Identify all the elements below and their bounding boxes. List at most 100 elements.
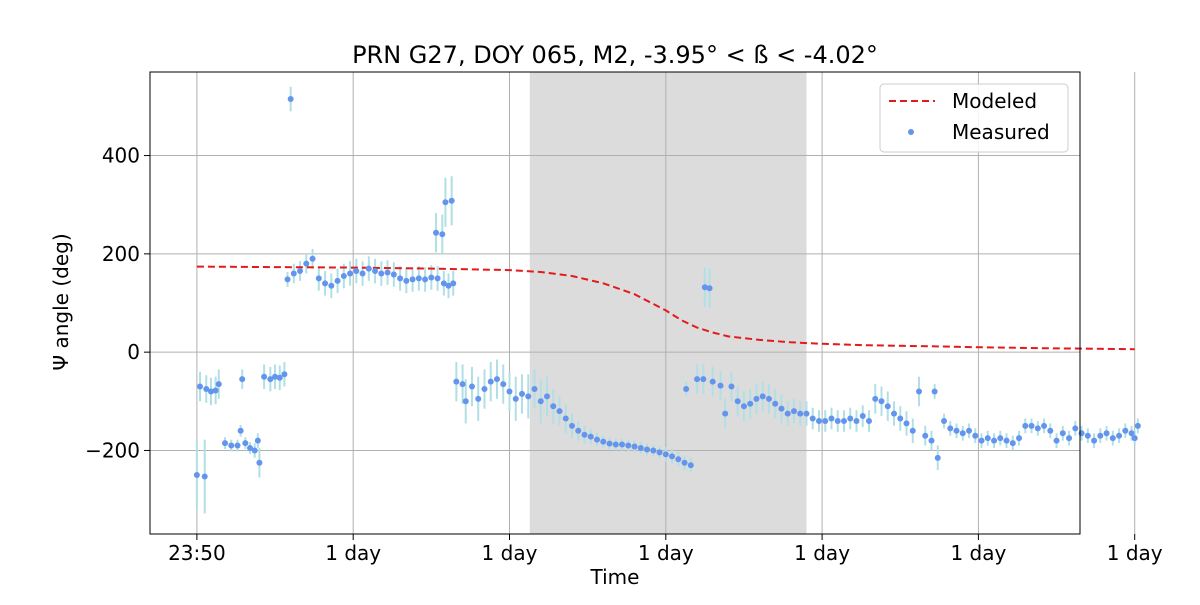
measured-point [1041, 422, 1048, 429]
x-tick-label: 1 day [794, 541, 850, 565]
measured-point [701, 284, 708, 291]
measured-point [717, 382, 724, 389]
measured-point [606, 440, 613, 447]
measured-point [347, 270, 354, 277]
measured-point [872, 395, 879, 402]
y-tick-label: 200 [102, 242, 140, 266]
plot-frame [149, 71, 1081, 535]
measured-point [390, 271, 397, 278]
measured-point [1131, 435, 1138, 442]
shaded-region [529, 72, 807, 534]
measured-point [222, 440, 229, 447]
measured-point [537, 398, 544, 405]
measured-point [1009, 440, 1016, 447]
measured-point [1122, 427, 1129, 434]
measured-point [728, 383, 735, 390]
measured-point [450, 280, 457, 287]
measured-point [1134, 422, 1141, 429]
measured-point [1022, 422, 1029, 429]
measured-point [215, 381, 222, 388]
measured-point [512, 395, 519, 402]
measured-point [922, 432, 929, 439]
measured-point [384, 269, 391, 276]
measured-point [972, 432, 979, 439]
measured-point [365, 265, 372, 272]
measured-point [462, 398, 469, 405]
measured-point [434, 275, 441, 282]
measured-point [315, 275, 322, 282]
measured-point [1109, 435, 1116, 442]
measured-point [531, 386, 538, 393]
measured-point [228, 442, 235, 449]
measured-point [203, 386, 210, 393]
measured-point [487, 378, 494, 385]
measured-point [778, 405, 785, 412]
measured-point [1084, 432, 1091, 439]
measured-point [815, 417, 822, 424]
measured-point [1034, 425, 1041, 432]
measured-point [772, 400, 779, 407]
legend-measured-swatch [908, 129, 914, 135]
measured-point [1072, 425, 1079, 432]
measured-point [681, 459, 688, 466]
measured-point [1103, 430, 1110, 437]
measured-point [909, 427, 916, 434]
measured-point [722, 410, 729, 417]
measured-point [353, 268, 360, 275]
measured-point [448, 197, 455, 204]
measured-point [519, 390, 525, 397]
legend-modeled-label: Modeled [952, 89, 1037, 113]
measured-point [991, 437, 998, 444]
measured-point [644, 446, 651, 453]
measured-point [790, 408, 797, 415]
measured-point [853, 417, 860, 424]
measured-point [303, 260, 310, 267]
measured-point [403, 277, 410, 284]
measured-point [1091, 437, 1098, 444]
measured-point [916, 388, 923, 395]
measured-point [669, 453, 676, 460]
measured-point [594, 436, 601, 443]
legend: Modeled Measured [879, 83, 1069, 153]
measured-point [683, 386, 690, 393]
x-tick-label: 1 day [482, 541, 538, 565]
y-axis-label: Ψ angle (deg) [49, 233, 73, 370]
measured-point [928, 437, 935, 444]
measured-point [865, 417, 872, 424]
measured-point [281, 371, 288, 378]
measured-point [453, 378, 460, 385]
measured-point [953, 427, 960, 434]
measured-point [687, 462, 694, 469]
measured-point [840, 417, 847, 424]
measured-point [197, 383, 204, 390]
measured-point [284, 276, 291, 283]
measured-point [1053, 437, 1060, 444]
measured-point [267, 376, 274, 383]
measured-point [468, 383, 475, 390]
measured-point [1128, 430, 1135, 437]
measured-point [251, 447, 258, 454]
measured-point [428, 274, 435, 281]
measured-point [1078, 430, 1085, 437]
measured-point [234, 442, 241, 449]
measured-point [1016, 435, 1023, 442]
measured-point [439, 231, 446, 238]
measured-point [237, 427, 244, 434]
measured-point [884, 403, 891, 410]
measured-point [415, 275, 422, 282]
measured-point [212, 387, 219, 394]
measured-point [544, 393, 551, 400]
x-tick-label: 1 day [1107, 541, 1163, 565]
measured-point [475, 395, 482, 402]
measured-point [941, 417, 948, 424]
measured-point [287, 96, 294, 103]
measured-point [847, 415, 854, 422]
measured-point [309, 255, 316, 262]
measured-point [254, 437, 261, 444]
measured-point [700, 376, 707, 383]
measured-point [359, 270, 366, 277]
measured-point [934, 454, 941, 461]
measured-point [569, 422, 576, 429]
measured-point [897, 415, 904, 422]
measured-point [500, 381, 507, 388]
